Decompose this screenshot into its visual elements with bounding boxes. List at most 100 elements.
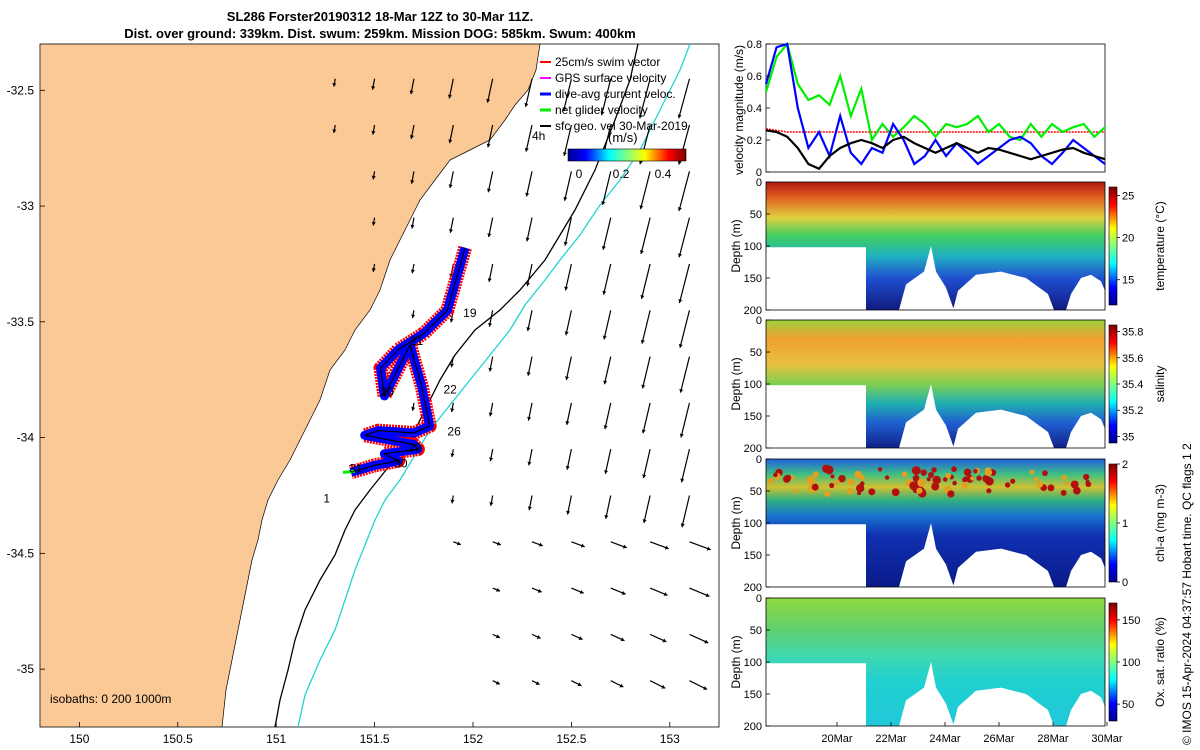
velocity-series-line xyxy=(764,42,1106,166)
legend-label-geo: sfc geo. vel 30-Mar-2019 xyxy=(555,119,688,133)
velocity-arrow-head xyxy=(527,506,532,511)
chl-dot xyxy=(911,466,921,475)
no-data-region xyxy=(953,687,1054,726)
time-tick-label: 22Mar xyxy=(875,733,907,745)
velocity-arrow-head xyxy=(621,591,626,595)
no-data-region xyxy=(1066,690,1105,726)
chl-dot xyxy=(920,469,927,476)
velocity-arrow xyxy=(525,124,533,152)
map-y-tick-label: -32.5 xyxy=(7,83,35,97)
chart-title-line2: Dist. over ground: 339km. Dist. swum: 25… xyxy=(124,26,636,41)
land-mass xyxy=(40,44,541,727)
colorbar-tick-label: 1 xyxy=(1122,518,1128,530)
velocity-arrow-head xyxy=(450,408,455,412)
depth-tick-label: 100 xyxy=(744,241,762,253)
velocity-arrow-head xyxy=(450,499,455,504)
colorbar-tick-label: 35 xyxy=(1122,431,1134,443)
chl-dot xyxy=(963,468,972,476)
velocity-arrow xyxy=(689,541,711,551)
velocity-arrow-head xyxy=(662,638,667,643)
chl-dot xyxy=(916,487,923,494)
velocity-arrow-head xyxy=(565,421,570,425)
velocity-y-tick-label: 0.2 xyxy=(747,135,762,147)
isobath-legend: isobaths: 0 200 1000m xyxy=(50,692,171,706)
velocity-arrow-head xyxy=(603,425,608,430)
colorbar-tick-label: 25 xyxy=(1122,190,1134,202)
heatmap-panel: 0 50 100 150 200 Depth (m) 35.8 35.6 35.4 35.2 35 s… xyxy=(729,315,1167,455)
velocity-arrow-head xyxy=(488,412,493,417)
velocity-arrow-head xyxy=(371,175,376,180)
velocity-arrow-head xyxy=(604,514,609,519)
chl-dot xyxy=(856,491,862,496)
depth-tick-label: 0 xyxy=(756,593,762,605)
depth-tick-label: 0 xyxy=(756,315,762,327)
velocity-series-line xyxy=(765,128,1105,133)
chl-dot xyxy=(1070,480,1079,489)
day-label: 1 xyxy=(323,491,330,505)
velocity-arrow xyxy=(641,310,651,344)
depth-tick-label: 200 xyxy=(744,721,762,733)
chl-dot xyxy=(1072,486,1081,495)
velocity-arrow-head xyxy=(410,179,415,184)
velocity-arrow-head xyxy=(449,318,454,323)
day-label: 30 xyxy=(394,457,408,471)
map-y-tick-label: -33 xyxy=(17,199,35,213)
chl-dot xyxy=(859,481,865,486)
velocity-y-tick-label: 0.4 xyxy=(747,103,762,115)
velocity-arrow xyxy=(639,171,651,210)
colorbar-tick-label: 50 xyxy=(1122,699,1134,711)
velocity-arrow-head xyxy=(496,541,501,546)
map-y-tick-label: -35 xyxy=(17,662,35,676)
velocity-arrow-head xyxy=(486,188,492,193)
depth-tick-label: 50 xyxy=(750,209,762,221)
map-y-tick-label: -34 xyxy=(17,431,35,445)
velocity-arrow-head xyxy=(579,589,584,594)
velocity-arrow-head xyxy=(639,250,644,254)
velocity-arrow xyxy=(526,217,533,242)
day-label: 19 xyxy=(463,306,477,320)
track-line xyxy=(350,247,466,473)
colorbar-label: salinity xyxy=(1153,366,1167,403)
scale-label: 4h xyxy=(532,129,545,143)
colorbar-tick-label: 35.4 xyxy=(1122,379,1143,391)
velocity-arrow-head xyxy=(527,416,532,421)
velocity-arrow-head xyxy=(664,545,669,550)
time-tick-label: 28Mar xyxy=(1037,733,1069,745)
velocity-arrow-head xyxy=(602,290,607,295)
no-data-region xyxy=(899,662,954,726)
velocity-arrow-head xyxy=(663,592,668,596)
velocity-arrow-head xyxy=(489,457,494,462)
velocity-arrow-head xyxy=(680,523,685,528)
chl-dot xyxy=(1061,474,1067,481)
velocity-arrow-head xyxy=(580,543,585,548)
velocity-arrow xyxy=(642,449,651,479)
surface-velocity-arrows xyxy=(332,78,711,691)
velocity-arrow-head xyxy=(489,502,494,506)
chl-dot xyxy=(917,478,926,488)
chl-dot xyxy=(811,483,819,491)
velocity-arrow xyxy=(601,78,612,116)
velocity-arrow xyxy=(678,171,691,212)
chl-dot xyxy=(931,467,937,473)
velocity-arrow-head xyxy=(456,541,461,546)
velocity-arrow-head xyxy=(371,130,376,135)
velocity-series-line xyxy=(764,41,1106,143)
depth-tick-label: 200 xyxy=(744,305,762,317)
velocity-arrow-head xyxy=(409,135,414,139)
speed-colorbar xyxy=(567,148,687,162)
colorbar-tick: 0.2 xyxy=(613,167,630,181)
chl-dot xyxy=(1004,482,1011,488)
velocity-arrow-head xyxy=(577,682,582,687)
velocity-arrow-head xyxy=(495,680,500,685)
velocity-arrow-head xyxy=(411,407,416,411)
velocity-arrow xyxy=(678,78,691,119)
map-latitude-ticks: -32.5 -33 -33.5 -34 -34.5 -35 xyxy=(7,83,45,676)
velocity-arrow-head xyxy=(601,201,606,205)
velocity-arrow-head xyxy=(600,111,605,116)
velocity-arrow-head xyxy=(638,160,643,165)
legend-label-current: dive-avg current veloc. xyxy=(555,87,676,101)
velocity-arrow-head xyxy=(527,461,532,466)
